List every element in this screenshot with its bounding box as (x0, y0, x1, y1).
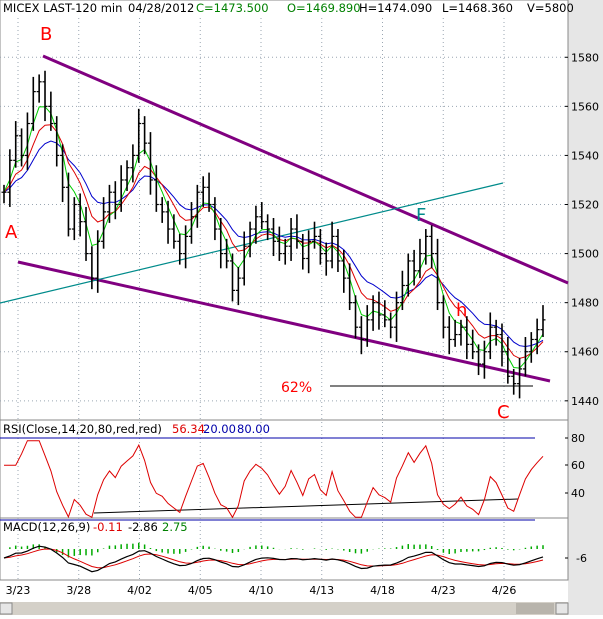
macd-value-2: -2.86 (128, 520, 158, 534)
rsi-upper-value: 80.00 (237, 422, 270, 436)
rsi-value: 56.34 (172, 422, 205, 436)
header-close: C=1473.500 (196, 1, 269, 15)
date-tick-label: 4/23 (431, 584, 456, 597)
price-tick-label: 1520 (571, 199, 599, 212)
price-axis-panel (568, 0, 603, 615)
rsi-trendline (93, 498, 519, 514)
rsi-tick-80: 80 (571, 432, 585, 445)
header-volume: V=5800 (527, 1, 574, 15)
date-axis-labels: 3/23 3/28 4/02 4/05 4/10 4/13 4/18 4/23 4/26 (6, 584, 517, 597)
scroll-thumb[interactable] (516, 603, 554, 614)
upper-trendline (42, 54, 569, 285)
chart-header: MICEX LAST-120 min 04/28/2012 C=1473.500… (1, 1, 574, 16)
price-tick-label: 1460 (571, 346, 599, 359)
wave-label-b: B (40, 24, 52, 45)
macd-tick: -6 (576, 552, 587, 565)
scroll-left-button[interactable] (0, 602, 13, 615)
horizontal-scrollbar[interactable] (0, 602, 568, 615)
wave-label-a: A (5, 222, 18, 243)
rsi-tick-60: 60 (571, 459, 585, 472)
price-tick-label: 1540 (571, 149, 599, 162)
date-tick-label: 4/18 (370, 584, 395, 597)
price-tick-label: 1500 (571, 248, 599, 261)
date-tick-label: 4/05 (188, 584, 213, 597)
rsi-tick-40: 40 (571, 487, 585, 500)
header-date: 04/28/2012 (128, 1, 194, 15)
rsi-lower-value: 20.00 (203, 422, 236, 436)
rsi-label: RSI(Close,14,20,80,red,red) (3, 422, 162, 436)
price-bars (1, 70, 546, 399)
header-high: H=1474.090 (359, 1, 432, 15)
date-tick-label: 4/02 (127, 584, 152, 597)
date-tick-label: 3/28 (66, 584, 91, 597)
teal-trendline (0, 182, 504, 304)
price-axis-ticks: 1580 1560 1540 1520 1500 1480 1460 1440 (565, 51, 599, 408)
price-tick-label: 1480 (571, 297, 599, 310)
price-tick-label: 1560 (571, 100, 599, 113)
header-open: O=1469.890 (287, 1, 361, 15)
scroll-right-button[interactable] (555, 602, 569, 615)
header-low: L=1468.360 (442, 1, 513, 15)
macd-label: MACD(12,26,9) (3, 520, 90, 534)
macd-value-1: -0.11 (93, 520, 123, 534)
wave-label-h: h (456, 300, 467, 321)
price-panel (0, 0, 569, 421)
macd-value-3: 2.75 (162, 520, 188, 534)
fib-level-label: 62% (281, 380, 312, 396)
price-tick-label: 1440 (571, 395, 599, 408)
lower-trendline (17, 260, 551, 383)
date-tick-label: 4/13 (309, 584, 334, 597)
rsi-line (4, 440, 544, 519)
macd-histogram (9, 542, 544, 558)
price-tick-label: 1580 (571, 51, 599, 64)
date-axis-ticks (17, 18, 505, 580)
macd-signal-line (3, 548, 544, 569)
wave-label-c: C (497, 402, 510, 423)
price-grid (0, 56, 568, 402)
header-symbol: MICEX LAST-120 min (3, 1, 122, 15)
date-tick-label: 4/10 (249, 584, 274, 597)
date-tick-label: 4/26 (492, 584, 517, 597)
macd-panel (0, 517, 569, 581)
date-tick-label: 3/23 (6, 584, 31, 597)
wave-label-f: F (416, 205, 426, 226)
macd-line (3, 545, 544, 573)
